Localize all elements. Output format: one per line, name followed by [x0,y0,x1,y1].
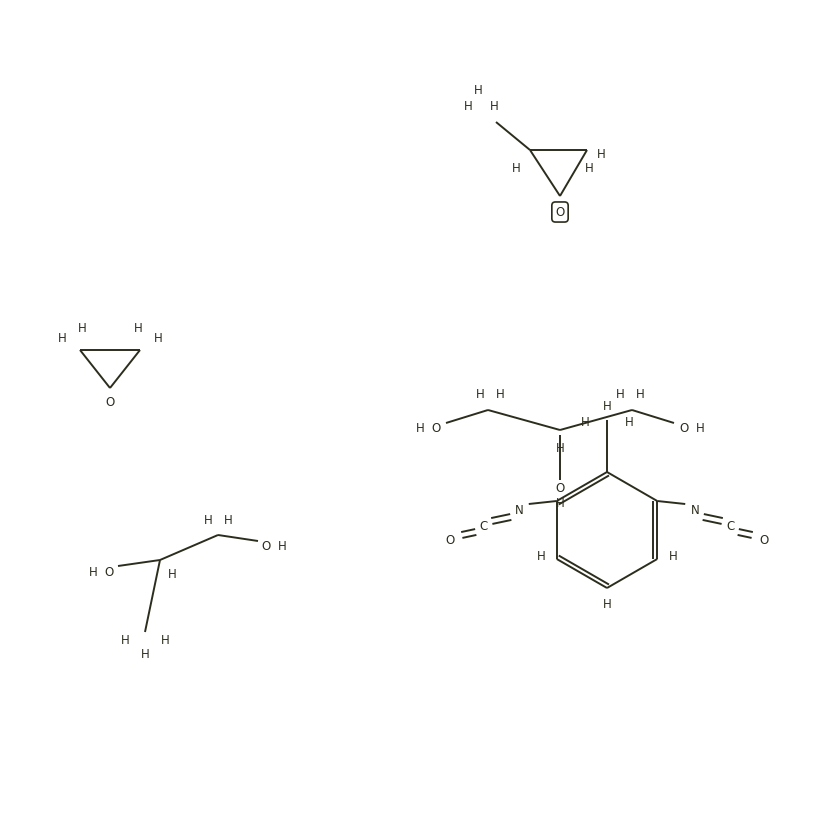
Text: H: H [168,569,176,582]
Text: H: H [669,551,677,564]
Text: H: H [603,597,611,610]
Text: H: H [537,551,545,564]
Text: C: C [726,520,734,533]
Text: H: H [556,497,564,510]
Text: H: H [696,422,705,435]
Text: H: H [134,322,142,334]
Text: H: H [490,100,499,113]
Text: H: H [141,649,150,662]
Text: H: H [476,387,485,400]
Text: H: H [624,416,633,428]
Text: N: N [691,505,700,517]
Text: O: O [432,422,441,435]
Text: O: O [445,534,454,547]
Text: O: O [261,541,270,553]
Text: O: O [105,395,115,408]
Text: H: H [88,565,98,578]
Text: H: H [416,422,424,435]
Text: O: O [556,206,565,218]
Text: H: H [203,514,213,526]
Text: H: H [512,162,520,175]
Text: H: H [615,387,624,400]
Text: H: H [78,322,86,334]
Text: H: H [596,148,605,160]
Text: H: H [474,83,482,96]
Text: H: H [636,387,644,400]
Text: O: O [556,481,565,494]
Text: O: O [760,534,769,547]
Text: O: O [679,422,689,435]
Text: H: H [603,400,611,413]
Text: H: H [160,633,170,646]
Text: H: H [58,332,66,345]
Text: N: N [514,505,523,517]
Text: H: H [278,541,286,553]
Text: H: H [585,162,594,175]
Text: H: H [223,514,232,526]
Text: O: O [104,565,113,578]
Text: C: C [480,520,488,533]
Text: H: H [581,416,590,428]
Text: H: H [464,100,472,113]
Text: H: H [121,633,129,646]
Text: H: H [495,387,504,400]
Text: H: H [556,441,564,454]
Text: H: H [154,332,162,345]
